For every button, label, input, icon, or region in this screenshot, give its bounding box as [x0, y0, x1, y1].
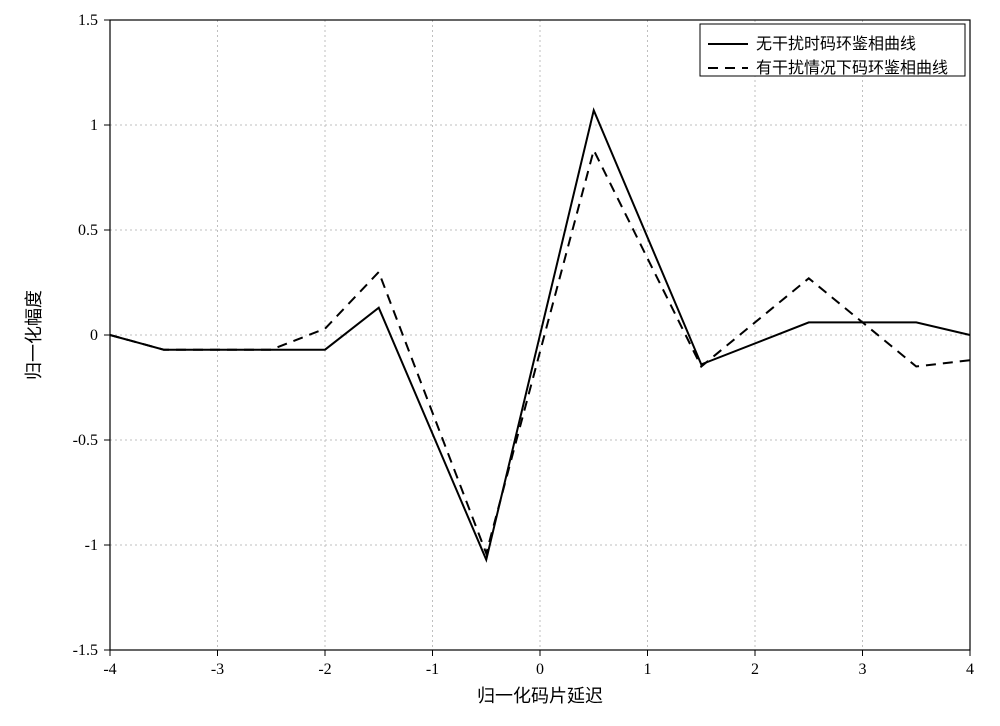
y-tick-label: -1 — [85, 537, 98, 554]
y-tick-label: 1.5 — [78, 12, 98, 29]
x-tick-label: -3 — [211, 661, 224, 678]
y-axis-label: 归一化幅度 — [24, 290, 44, 380]
x-tick-label: -1 — [426, 661, 439, 678]
legend-label-with_interference: 有干扰情况下码环鉴相曲线 — [756, 59, 948, 77]
y-tick-label: -1.5 — [73, 642, 98, 659]
x-tick-label: 2 — [751, 661, 759, 678]
y-tick-label: 0 — [90, 327, 98, 344]
y-tick-label: 1 — [90, 117, 98, 134]
x-tick-label: 0 — [536, 661, 544, 678]
x-tick-labels: -4 -3 -2 -1 0 1 2 3 4 — [103, 661, 974, 678]
x-tick-label: 4 — [966, 661, 974, 678]
y-tick-labels: -1.5 -1 -0.5 0 0.5 1 1.5 — [73, 12, 98, 659]
legend-label-no_interference: 无干扰时码环鉴相曲线 — [756, 35, 916, 53]
x-tick-label: -4 — [103, 661, 116, 678]
chart-container: -4 -3 -2 -1 0 1 2 3 4 -1.5 -1 -0.5 0 0.5 1 1.5 归一化码片延迟… — [0, 0, 1000, 726]
x-tick-label: 3 — [859, 661, 867, 678]
x-axis-label: 归一化码片延迟 — [477, 686, 603, 706]
y-tick-label: -0.5 — [73, 432, 98, 449]
legend: 无干扰时码环鉴相曲线有干扰情况下码环鉴相曲线 — [700, 24, 965, 77]
x-tick-label: 1 — [644, 661, 652, 678]
y-tick-label: 0.5 — [78, 222, 98, 239]
x-tick-label: -2 — [318, 661, 331, 678]
line-chart: -4 -3 -2 -1 0 1 2 3 4 -1.5 -1 -0.5 0 0.5 1 1.5 归一化码片延迟… — [0, 0, 1000, 726]
